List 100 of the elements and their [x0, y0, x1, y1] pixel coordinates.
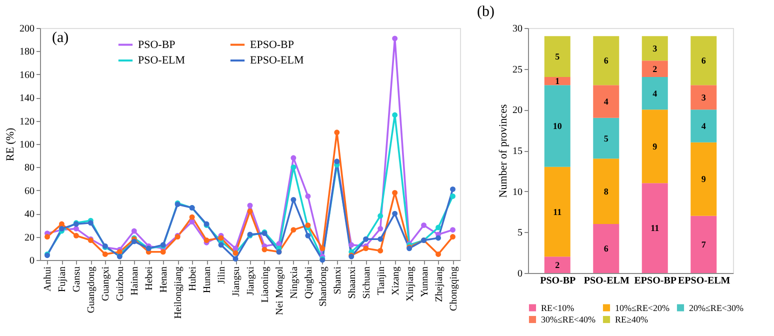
point: [436, 235, 442, 241]
x-tick-label: Chongqing: [448, 266, 460, 311]
data-label: 9: [652, 141, 658, 152]
chart-title: (b): [477, 4, 494, 20]
point: [218, 235, 224, 241]
x-tick-label: Henan: [158, 266, 170, 293]
data-label: 10: [552, 121, 562, 131]
x-tick-label: Shaanxi: [346, 266, 358, 299]
point: [392, 112, 398, 118]
data-label: 1: [555, 76, 560, 86]
legend-label: RE<10%: [541, 302, 575, 313]
point: [450, 234, 456, 240]
point: [348, 242, 354, 248]
y-tick-label: 20: [512, 105, 522, 116]
point: [290, 155, 296, 161]
y-tick-label: 100: [20, 140, 34, 150]
bar: [593, 158, 620, 224]
x-tick-label: Xizang: [390, 266, 402, 296]
data-label: 4: [652, 88, 658, 98]
bar: [544, 166, 570, 257]
legend-label: 30%≤RE<40%: [541, 314, 596, 324]
data-label: 4: [701, 121, 706, 131]
x-tick-label: Hunan: [202, 266, 214, 294]
y-tick-label: 180: [20, 46, 34, 58]
y-tick-label: 40: [24, 209, 34, 220]
y-axis-title: Number of provinces: [498, 104, 510, 198]
data-label: 8: [604, 186, 609, 196]
point: [378, 226, 384, 232]
x-tick-label: Hubei: [188, 266, 199, 291]
x-tick-label: Guangxi: [100, 266, 112, 301]
data-label: 11: [650, 223, 660, 234]
data-label: 3: [701, 92, 706, 102]
bar: [690, 216, 717, 273]
data-label: 7: [701, 239, 706, 250]
point: [450, 227, 456, 233]
point: [334, 130, 340, 136]
x-tick-label: Nei Mongol: [274, 266, 286, 316]
y-tick-label: 0: [30, 256, 34, 266]
legend-label: 20%≤RE<30%: [689, 302, 744, 313]
y-tick-label: 60: [24, 186, 34, 197]
point: [276, 241, 282, 246]
y-tick-label: 120: [20, 116, 34, 128]
x-tick-label: Hebei: [144, 266, 156, 290]
y-axis-title: RE (%): [4, 128, 16, 162]
point: [305, 232, 311, 238]
point: [421, 222, 427, 228]
legend-label: RE≥40%: [615, 314, 648, 324]
point: [450, 186, 456, 192]
y-tick-label: 5: [518, 228, 522, 239]
x-tick-label: Guizhou: [115, 266, 126, 301]
point: [160, 249, 166, 255]
x-tick-label: Liaoning: [260, 266, 271, 303]
point: [131, 238, 137, 244]
x-tick-label: Qinghai: [303, 266, 314, 299]
bar: [544, 77, 570, 86]
point: [436, 224, 442, 230]
data-label: 6: [604, 56, 609, 66]
data-label: 9: [701, 174, 706, 184]
data-label: 3: [652, 43, 658, 54]
point: [436, 251, 442, 257]
point: [392, 36, 398, 42]
x-tick-label: Sichuan: [361, 266, 372, 299]
x-tick-label: Tianjin: [376, 266, 387, 296]
bar: [642, 60, 668, 77]
bar: [690, 142, 717, 216]
y-tick-label: 30: [512, 24, 522, 34]
point: [247, 202, 253, 208]
point: [131, 228, 137, 234]
point: [116, 249, 122, 255]
y-tick-label: 80: [24, 162, 34, 174]
bar: [593, 36, 620, 86]
data-label: 2: [555, 260, 560, 270]
x-tick-label: Zhejiang: [434, 266, 445, 302]
bar: [642, 77, 668, 110]
x-tick-label: EPSO-ELM: [678, 276, 731, 286]
bar: [642, 183, 668, 273]
data-label: 6: [701, 56, 706, 66]
point: [378, 213, 384, 219]
point: [290, 227, 296, 233]
y-tick-label: 10: [512, 186, 522, 198]
data-label: 4: [604, 96, 609, 106]
point: [305, 222, 311, 228]
legend-label: PSO-ELM: [138, 54, 186, 66]
chart-title: (a): [52, 30, 69, 46]
x-tick-label: Guangdong: [86, 266, 98, 314]
legend-label: 10%≤RE<20%: [615, 302, 670, 313]
data-label: 5: [555, 52, 560, 62]
bar: [593, 85, 620, 118]
x-tick-label: Yunnan: [419, 266, 430, 298]
legend-label: PSO-BP: [138, 38, 176, 51]
point: [88, 220, 94, 226]
x-tick-label: Hainan: [130, 266, 141, 296]
x-tick-label: PSO-BP: [540, 276, 576, 286]
x-tick-label: Jiangxi: [246, 266, 256, 296]
x-tick-label: Shandong: [318, 266, 329, 306]
point: [58, 221, 64, 227]
x-tick-label: Gansu: [72, 266, 83, 292]
point: [102, 251, 108, 257]
bar: [544, 256, 570, 273]
point: [189, 214, 195, 220]
